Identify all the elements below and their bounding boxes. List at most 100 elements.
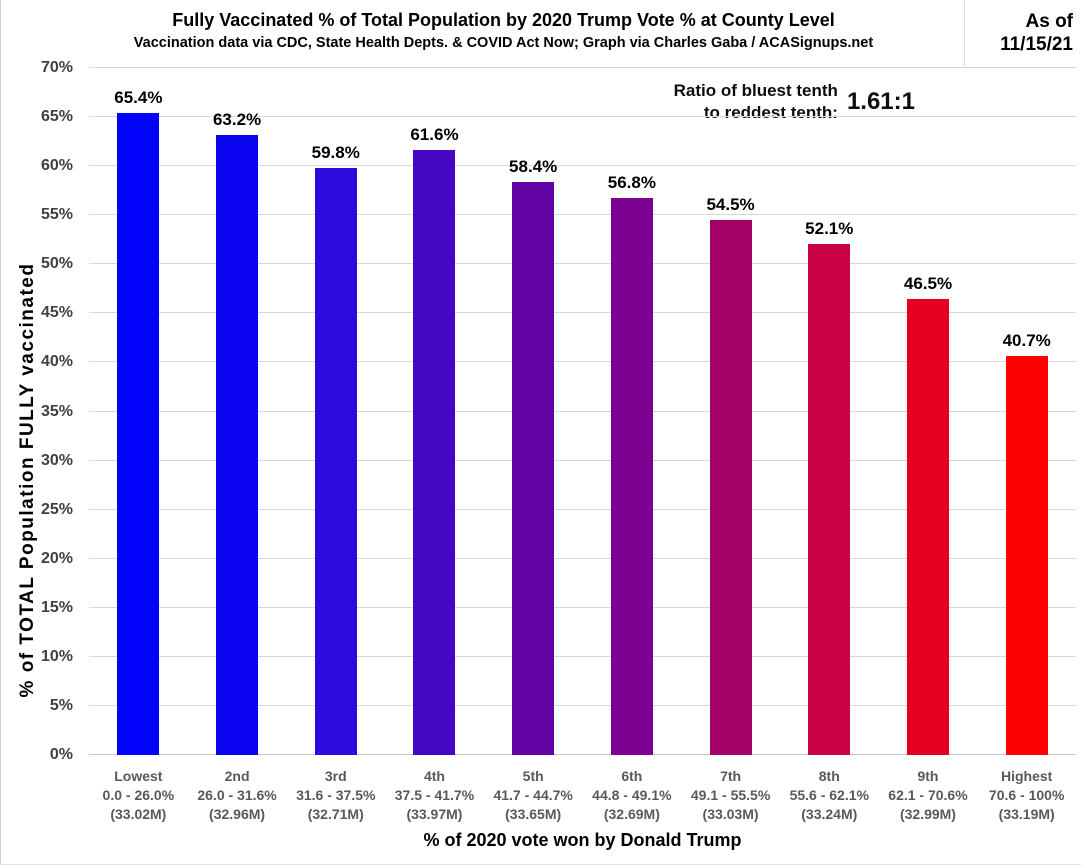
bar-slot: 56.8%: [583, 68, 682, 755]
bar: [512, 181, 555, 755]
chart-title: Fully Vaccinated % of Total Population b…: [172, 10, 835, 30]
bar-value-label: 46.5%: [903, 273, 953, 293]
gridline: [89, 557, 1076, 559]
bars-layer: 65.4% 63.2% 59.8% 61.6% 58.4% 56.8% 54.5% 52.1%…: [89, 68, 1076, 755]
x-category-label: 8th 55.6 - 62.1% (33.24M): [780, 767, 879, 824]
x-category-population: (33.65M): [505, 806, 562, 822]
bar-slot: 40.7%: [977, 68, 1076, 755]
bar: [216, 134, 259, 755]
bar-slot: 46.5%: [879, 68, 978, 755]
gridline: [89, 312, 1076, 314]
gridline: [89, 459, 1076, 461]
bar-slot: 59.8%: [286, 68, 385, 755]
gridline: [89, 655, 1076, 657]
x-category-population: (32.71M): [307, 806, 364, 822]
gridline: [89, 67, 1076, 68]
x-category-vote-range: 37.5 - 41.7%: [394, 787, 475, 803]
bar-value-label: 63.2%: [212, 109, 262, 129]
y-tick-label: 50%: [40, 255, 73, 273]
x-category-vote-range: 44.8 - 49.1%: [592, 787, 672, 803]
gridline: [89, 606, 1076, 608]
bar-slot: 58.4%: [484, 68, 583, 755]
x-category-population: (32.99M): [899, 806, 956, 822]
bar-value-label: 65.4%: [114, 88, 163, 108]
ratio-label-line1: Ratio of bluest tenth: [673, 81, 838, 100]
x-category-vote-range: 62.1 - 70.6%: [888, 787, 968, 803]
bar-slot: 52.1%: [780, 68, 879, 755]
ratio-label-line2: to reddest tenth:: [703, 103, 838, 122]
x-category-label: 5th 41.7 - 44.7% (33.65M): [484, 767, 583, 824]
bar-value-label: 61.6%: [410, 125, 459, 145]
chart-header: Fully Vaccinated % of Total Population b…: [61, 9, 946, 52]
bar: [808, 243, 851, 755]
x-category-label: 2nd 26.0 - 31.6% (32.96M): [188, 767, 287, 824]
x-category-population: (32.96M): [209, 806, 266, 822]
x-category-decile: 4th: [423, 768, 445, 784]
bar: [314, 168, 357, 755]
gridline: [89, 116, 1076, 118]
x-category-decile: 5th: [522, 768, 544, 784]
x-category-population: (33.24M): [801, 806, 858, 822]
x-category-decile: 8th: [818, 768, 840, 784]
x-category-decile: Highest: [1001, 768, 1053, 784]
y-tick-label: 60%: [40, 157, 73, 175]
x-category-decile: 3rd: [324, 768, 347, 784]
as-of-block: As of 11/15/21: [1000, 10, 1073, 56]
plot-area: 65.4% 63.2% 59.8% 61.6% 58.4% 56.8% 54.5% 52.1%…: [89, 67, 1076, 755]
y-tick-label: 70%: [40, 59, 73, 76]
x-category-label: Lowest 0.0 - 26.0% (33.02M): [89, 767, 188, 824]
y-tick-label: 55%: [40, 206, 73, 224]
y-tick-label: 65%: [40, 108, 73, 126]
gridline: [89, 165, 1076, 167]
bar-slot: 54.5%: [681, 68, 780, 755]
x-category-vote-range: 70.6 - 100%: [988, 787, 1065, 803]
y-tick-label: 40%: [40, 353, 73, 371]
x-category-decile: 9th: [917, 768, 939, 784]
gridline: [89, 410, 1076, 412]
bar: [413, 150, 456, 755]
x-category-decile: 7th: [720, 768, 742, 784]
x-category-population: (33.97M): [406, 806, 463, 822]
x-category-vote-range: 26.0 - 31.6%: [197, 787, 277, 803]
y-tick-label: 45%: [40, 304, 73, 322]
as-of-date: 11/15/21: [1000, 34, 1073, 55]
x-category-vote-range: 41.7 - 44.7%: [493, 787, 573, 803]
x-axis-title: % of 2020 vote won by Donald Trump: [423, 830, 742, 850]
bar: [1005, 355, 1048, 755]
bar-value-label: 58.4%: [509, 156, 558, 176]
x-category-decile: 6th: [621, 768, 643, 784]
bar-value-label: 52.1%: [805, 218, 854, 238]
bar: [610, 197, 653, 755]
x-category-label: 4th 37.5 - 41.7% (33.97M): [385, 767, 484, 824]
y-tick-label: 10%: [40, 647, 73, 665]
x-category-label: 6th 44.8 - 49.1% (32.69M): [583, 767, 682, 824]
bar: [117, 113, 160, 755]
bar-value-label: 56.8%: [607, 172, 656, 192]
gridline: [89, 214, 1076, 216]
bar-value-label: 59.8%: [311, 143, 360, 163]
x-category-vote-range: 55.6 - 62.1%: [789, 787, 869, 803]
gridline: [89, 263, 1076, 265]
x-category-vote-range: 49.1 - 55.5%: [690, 787, 771, 803]
y-tick-label: 30%: [40, 451, 73, 469]
bar: [906, 298, 949, 755]
bar-value-label: 40.7%: [1002, 330, 1051, 350]
x-category-population: (33.03M): [702, 806, 759, 822]
chart-subtitle: Vaccination data via CDC, State Health D…: [133, 35, 874, 51]
x-category-population: (33.02M): [110, 806, 167, 822]
ratio-annotation: Ratio of bluest tenth to reddest tenth: …: [674, 80, 915, 124]
gridline: [89, 704, 1076, 706]
y-tick-label: 15%: [40, 598, 73, 616]
x-category-population: (32.69M): [603, 806, 660, 822]
y-tick-label: 35%: [40, 402, 73, 420]
x-category-label: 7th 49.1 - 55.5% (33.03M): [681, 767, 780, 824]
x-category-decile: Lowest: [114, 768, 163, 784]
x-axis-line: [89, 754, 1076, 755]
ratio-label: Ratio of bluest tenth to reddest tenth:: [674, 80, 838, 124]
y-tick-label: 0%: [49, 746, 73, 763]
y-tick-label: 20%: [40, 549, 73, 567]
x-category-population: (33.19M): [998, 806, 1055, 822]
bar-slot: 63.2%: [188, 68, 287, 755]
as-of-label: As of: [1025, 11, 1074, 32]
